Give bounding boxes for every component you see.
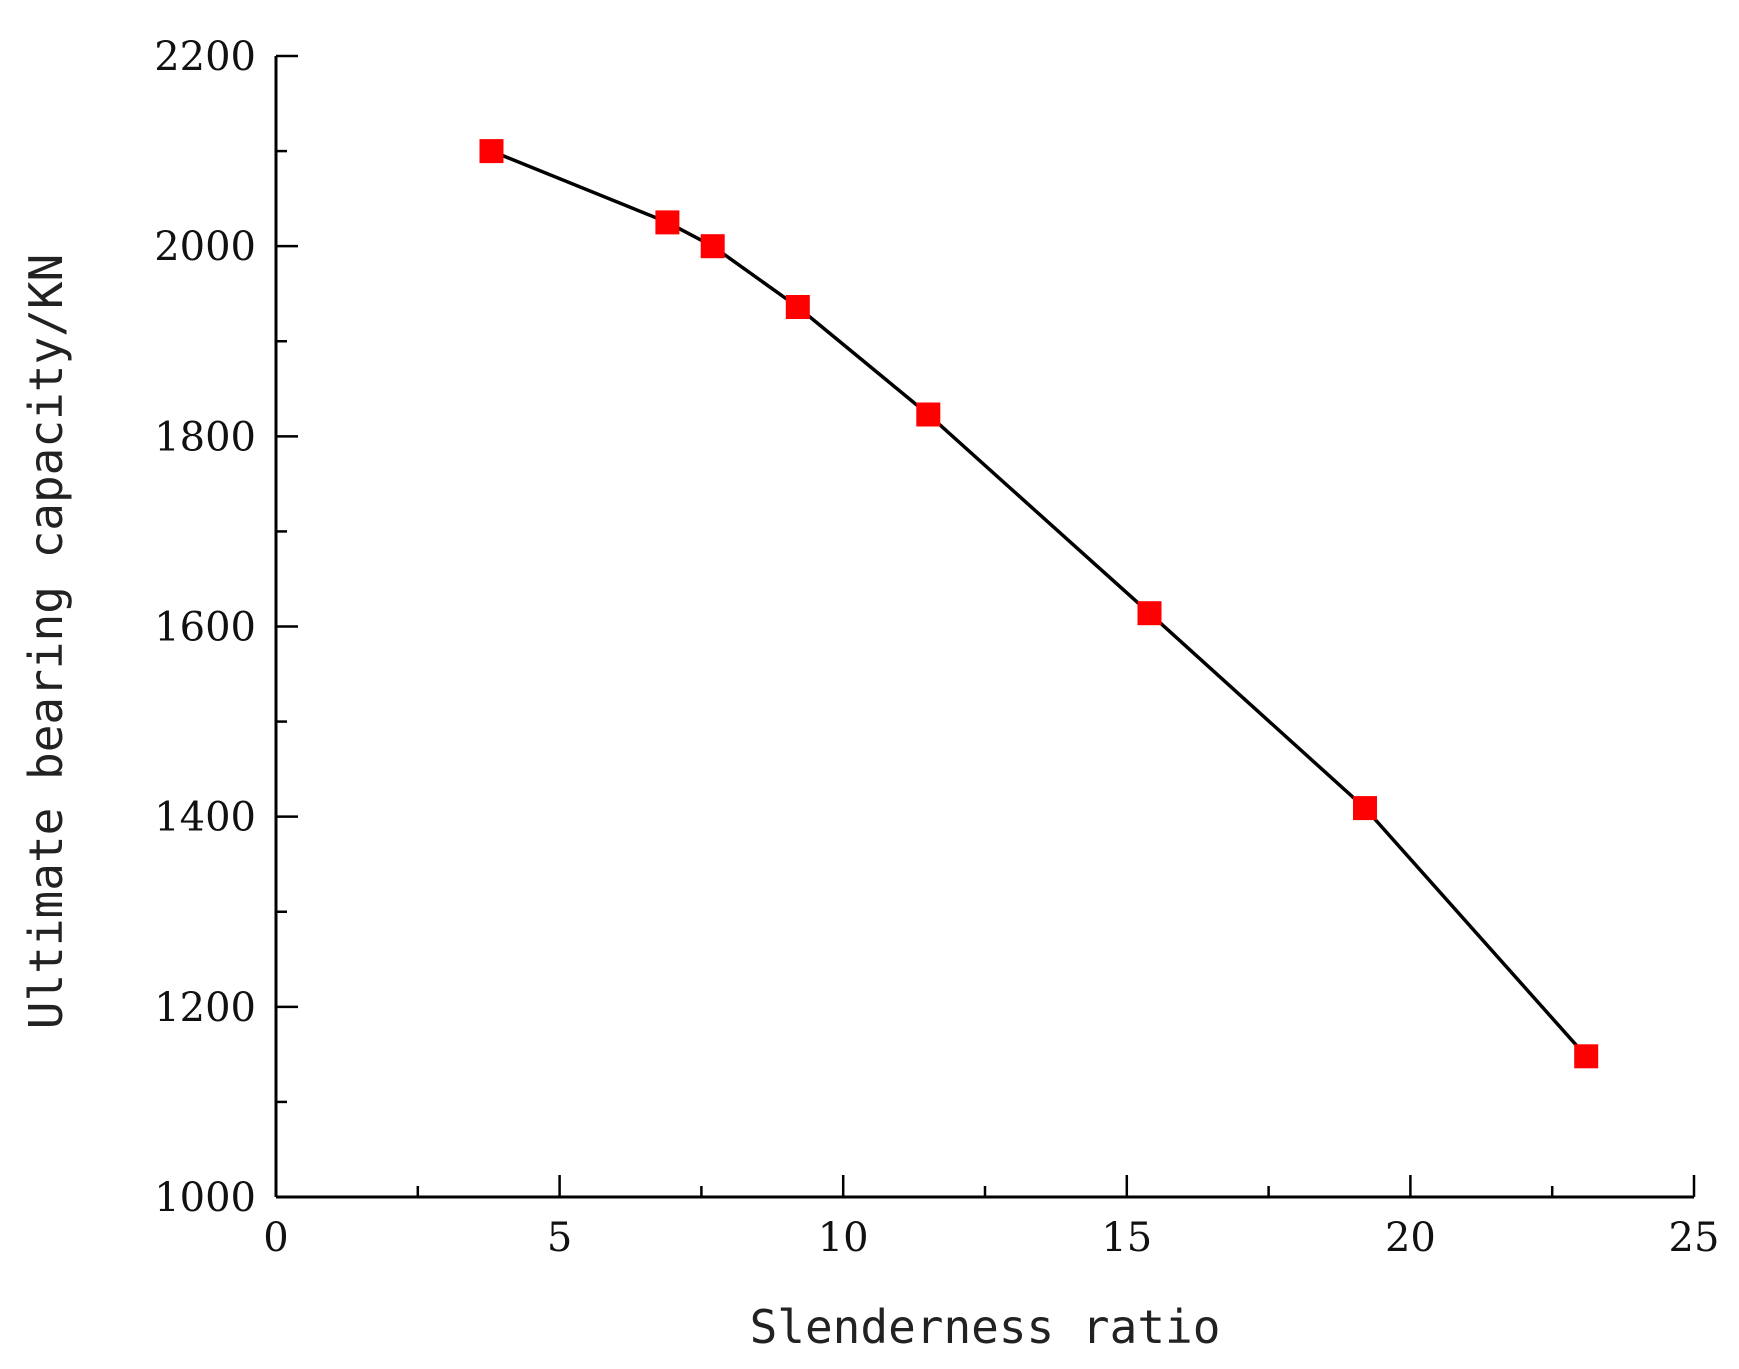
y-tick-label: 1600: [154, 605, 256, 651]
y-tick-label: 1200: [154, 985, 256, 1031]
series-line: [490, 149, 1588, 1058]
y-tick-label: 2200: [154, 34, 256, 80]
y-ticks: 1000 1200 1400 1600 1800 2000 2200: [154, 34, 298, 1221]
y-tick-label: 2000: [154, 224, 256, 270]
y-axis-title: Ultimate bearing capacity/KN: [19, 254, 73, 1029]
data-point-marker: [916, 402, 941, 427]
data-point-marker: [1574, 1044, 1599, 1069]
plot-series: [479, 139, 1599, 1069]
x-tick-label: 15: [1101, 1215, 1152, 1261]
y-tick-label: 1400: [154, 795, 256, 841]
x-tick-label: 25: [1669, 1215, 1720, 1261]
data-point-marker: [785, 295, 810, 319]
x-tick-label: 10: [818, 1215, 869, 1261]
x-tick-label: 20: [1385, 1215, 1436, 1261]
data-point-marker: [655, 210, 680, 235]
data-point-marker: [1137, 601, 1162, 626]
data-point-marker: [479, 139, 504, 164]
x-tick-label: 5: [547, 1215, 572, 1261]
y-tick-label: 1000: [154, 1175, 256, 1221]
x-tick-label: 0: [263, 1215, 288, 1261]
x-ticks: 0 5 10 15 20 25: [263, 1175, 1719, 1261]
data-point-marker: [700, 234, 725, 259]
x-axis-title: Slenderness ratio: [750, 1300, 1221, 1354]
data-point-marker: [1353, 796, 1377, 821]
y-tick-label: 1800: [154, 414, 256, 460]
axes: [274, 56, 1694, 1199]
